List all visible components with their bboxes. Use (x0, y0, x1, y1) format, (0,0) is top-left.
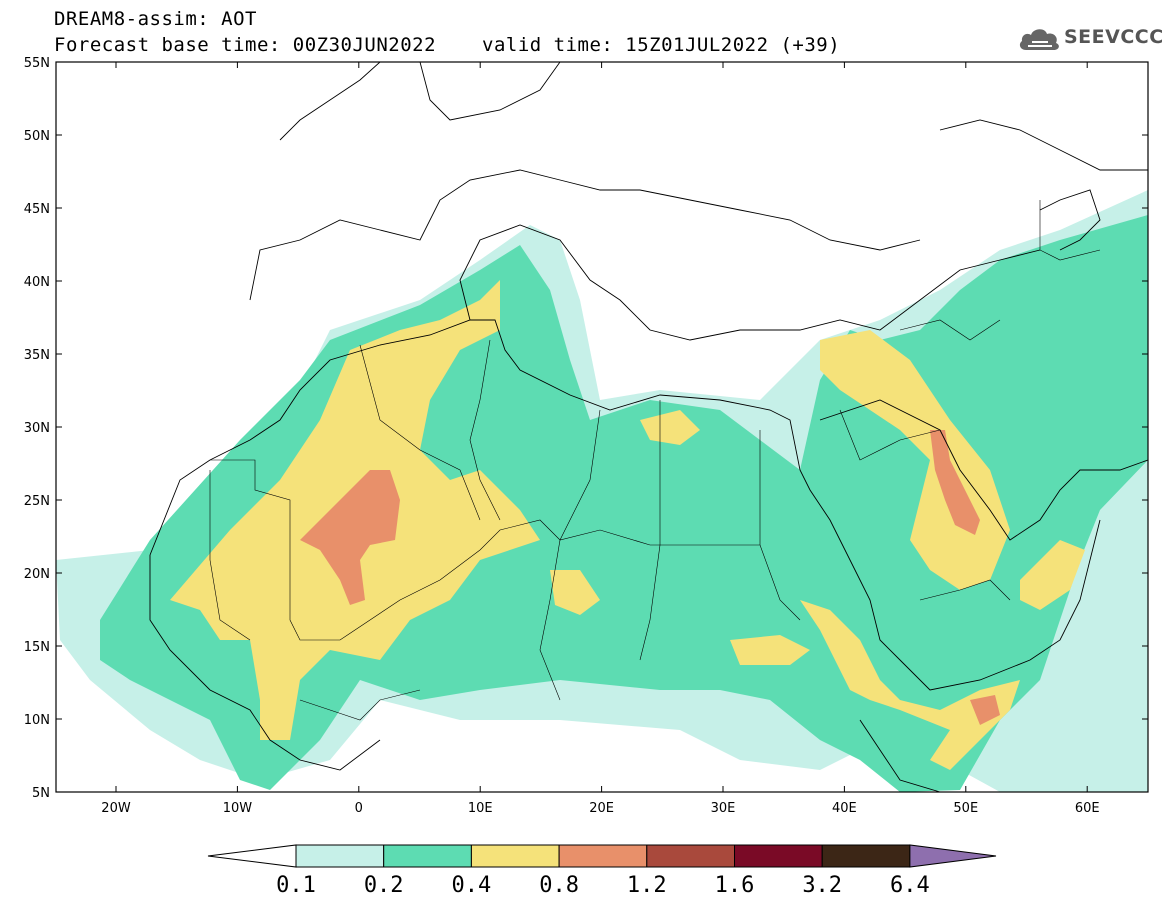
colorbar-high-arrow (909, 844, 997, 868)
aot-level-0.4-horn (800, 600, 1020, 770)
aot-level-0.4-oman (1020, 540, 1085, 610)
colorbar-label: 0.2 (364, 873, 404, 898)
lon-label: 20W (101, 801, 131, 816)
colorbar-swatch (646, 844, 735, 868)
lat-label: 15N (24, 640, 50, 655)
lon-label: 10W (223, 801, 253, 816)
colorbar-swatch (295, 844, 385, 868)
aot-level-0.8 (300, 470, 400, 605)
lat-label: 25N (24, 494, 50, 509)
lat-label: 10N (24, 713, 50, 728)
colorbar-label: 0.8 (539, 873, 579, 898)
lon-label: 0 (355, 801, 363, 816)
lat-label: 50N (24, 129, 50, 144)
seevccc-logo: SEEVCCC (1018, 24, 1163, 54)
colorbar-swatch (821, 844, 911, 868)
lon-label: 40E (832, 801, 857, 816)
logo-text: SEEVCCC (1064, 26, 1164, 48)
aot-level-0.8-arabia (930, 430, 980, 535)
lat-label: 45N (24, 202, 50, 217)
lon-label: 30E (711, 801, 736, 816)
lat-label: 35N (24, 348, 50, 363)
aot-level-0.4-sudan (730, 635, 810, 665)
colorbar-swatch (734, 844, 823, 868)
lon-label: 60E (1075, 801, 1100, 816)
aot-level-0.4-libya (640, 410, 700, 445)
lon-label: 20E (589, 801, 614, 816)
cloud-icon (1019, 29, 1059, 50)
colorbar-label: 3.2 (802, 873, 842, 898)
colorbar-label: 0.1 (276, 873, 316, 898)
colorbar-label: 6.4 (890, 873, 930, 898)
lon-label: 50E (953, 801, 978, 816)
colorbar-swatch (470, 844, 560, 868)
valid-time: valid time: 15Z01JUL2022 (+39) (482, 34, 841, 56)
aot-field (56, 190, 1148, 792)
longitude-axis: 20W 10W 0 10E 20E 30E 40E 50E 60E (101, 62, 1100, 816)
aot-level-0.8-somalia (970, 695, 1000, 725)
aot-level-0.4-chad (550, 570, 600, 615)
borders (209, 200, 1101, 721)
lon-label: 10E (468, 801, 493, 816)
colorbar-label: 1.6 (715, 873, 755, 898)
colorbar-swatch (383, 844, 472, 868)
colorbar-label: 1.2 (627, 873, 667, 898)
lat-label: 20N (24, 567, 50, 582)
colorbar-swatch (558, 844, 648, 868)
map-title: DREAM8-assim: AOT (54, 8, 257, 30)
forecast-base-time: Forecast base time: 00Z30JUN2022 (54, 34, 437, 56)
lat-label: 40N (24, 275, 50, 290)
lat-label: 5N (32, 786, 50, 801)
lat-label: 30N (24, 421, 50, 436)
lat-label: 55N (24, 56, 50, 71)
latitude-axis: 55N 50N 45N 40N 35N 30N 25N 20N 15N 10N 5N (24, 56, 1148, 801)
colorbar-low-arrow (207, 844, 297, 868)
colorbar-label: 0.4 (452, 873, 492, 898)
coastlines (149, 62, 1148, 792)
